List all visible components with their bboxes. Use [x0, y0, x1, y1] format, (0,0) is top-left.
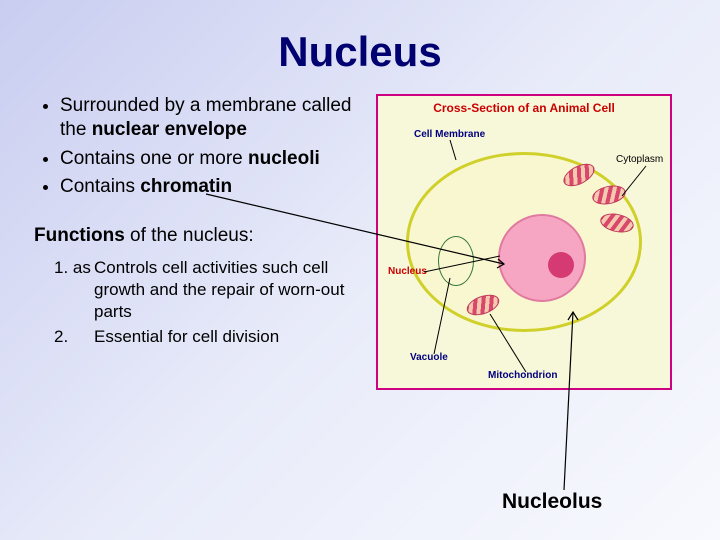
- nucleolus-caption: Nucleolus: [502, 490, 602, 514]
- callout-arrow-nucleolus-icon: [0, 0, 720, 540]
